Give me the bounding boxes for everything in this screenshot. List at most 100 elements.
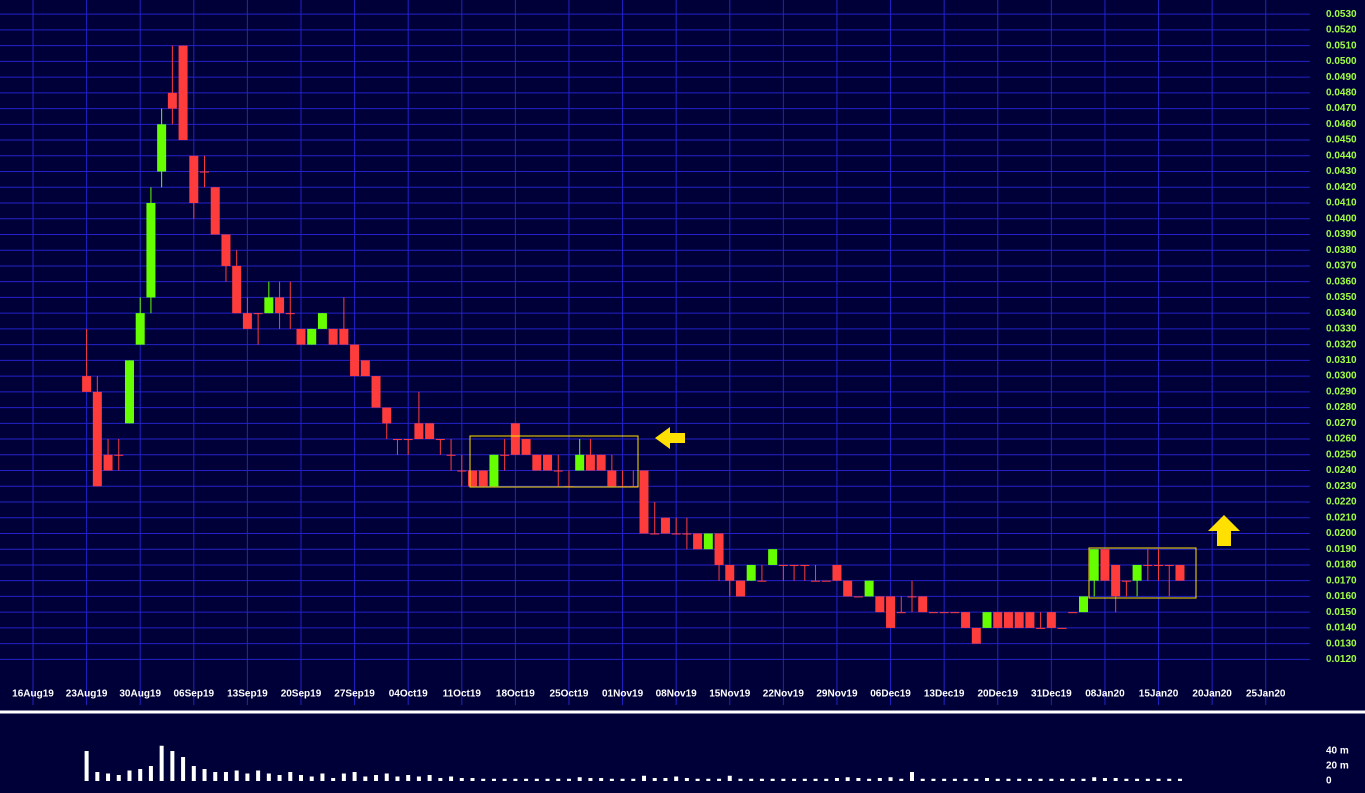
volume-bar	[213, 772, 218, 781]
candle-body	[928, 612, 938, 614]
y-tick-label: 0.0390	[1326, 229, 1357, 240]
volume-bar	[138, 769, 143, 781]
x-tick-label: 15Jan20	[1139, 689, 1179, 700]
candle-body	[1164, 564, 1174, 566]
x-tick-label: 31Dec19	[1031, 689, 1072, 700]
x-tick-label: 06Dec19	[870, 689, 911, 700]
candle-body	[403, 439, 413, 441]
volume-bar	[974, 778, 979, 781]
candle-body	[435, 439, 445, 441]
candle-body	[714, 533, 724, 565]
x-tick-label: 13Dec19	[924, 689, 965, 700]
y-tick-label: 0.0520	[1326, 25, 1357, 36]
volume-tick-label: 20 m	[1326, 761, 1349, 772]
y-tick-label: 0.0250	[1326, 449, 1357, 460]
candle-body	[371, 376, 381, 408]
candle-body	[746, 564, 756, 581]
candle-body	[1121, 580, 1131, 582]
candle-body	[253, 313, 263, 315]
candle-body	[1025, 612, 1035, 628]
volume-bar	[234, 770, 239, 781]
volume-bar	[1006, 778, 1011, 781]
volume-bar	[824, 778, 829, 781]
volume-bar	[416, 776, 421, 781]
candle-body	[382, 407, 392, 424]
candle-body	[735, 580, 745, 597]
candle-body	[1175, 564, 1185, 581]
candle-body	[821, 580, 831, 582]
volume-bar	[985, 778, 990, 781]
volume-bar	[159, 745, 164, 781]
y-tick-label: 0.0410	[1326, 198, 1357, 209]
candle-body	[1100, 549, 1110, 581]
candle-body	[275, 297, 285, 314]
volume-bar	[684, 778, 689, 781]
y-tick-label: 0.0120	[1326, 654, 1357, 665]
y-tick-label: 0.0330	[1326, 324, 1357, 335]
y-tick-label: 0.0270	[1326, 418, 1357, 429]
x-tick-label: 13Sep19	[227, 689, 268, 700]
x-tick-label: 15Nov19	[709, 689, 751, 700]
candle-body	[789, 564, 799, 566]
volume-bar	[1177, 778, 1182, 781]
candle-body	[886, 596, 896, 628]
candle-body	[993, 612, 1003, 628]
y-tick-label: 0.0320	[1326, 339, 1357, 350]
volume-bar	[341, 773, 346, 781]
volume-bar	[995, 778, 1000, 781]
volume-bar	[845, 777, 850, 781]
volume-bar	[181, 757, 186, 781]
volume-bar	[1049, 778, 1054, 781]
candle-body	[510, 423, 520, 455]
y-tick-label: 0.0210	[1326, 512, 1357, 523]
grid	[0, 0, 1310, 705]
y-tick-label: 0.0150	[1326, 607, 1357, 618]
candle-body	[703, 533, 713, 550]
volume-bar	[363, 776, 368, 781]
y-tick-label: 0.0450	[1326, 135, 1357, 146]
candle-body	[660, 517, 670, 534]
volume-bar	[749, 778, 754, 781]
volume-bar	[202, 769, 207, 781]
volume-bar	[717, 778, 722, 781]
volume-bar	[577, 777, 582, 781]
volume-bar	[1135, 778, 1140, 781]
candle-body	[360, 360, 370, 377]
y-tick-label: 0.0180	[1326, 560, 1357, 571]
candle-body	[392, 439, 402, 441]
volume-bar	[352, 772, 357, 781]
volume-bar	[491, 778, 496, 781]
candle-body	[124, 360, 134, 424]
y-tick-label: 0.0190	[1326, 544, 1357, 555]
candle-body	[1046, 612, 1056, 628]
x-tick-label: 25Oct19	[550, 689, 589, 700]
volume-bar	[770, 778, 775, 781]
y-tick-label: 0.0360	[1326, 276, 1357, 287]
volume-bar	[502, 778, 507, 781]
volume-bar	[1156, 778, 1161, 781]
volume-bar	[277, 775, 282, 781]
candle-body	[146, 203, 156, 298]
x-tick-label: 04Oct19	[389, 689, 428, 700]
volume-bar	[1124, 778, 1129, 781]
x-tick-label: 06Sep19	[174, 689, 215, 700]
volume-bar	[759, 778, 764, 781]
candle-body	[1143, 564, 1153, 566]
x-tick-label: 08Jan20	[1085, 689, 1125, 700]
volume-bar	[738, 778, 743, 781]
volume-bar	[867, 778, 872, 781]
arrow-up	[1208, 515, 1240, 546]
volume-bar	[223, 772, 228, 781]
candle-body	[778, 564, 788, 566]
y-tick-label: 0.0480	[1326, 87, 1357, 98]
volume-bar	[384, 773, 389, 781]
candle-body	[114, 454, 124, 456]
y-tick-label: 0.0260	[1326, 434, 1357, 445]
y-tick-label: 0.0200	[1326, 528, 1357, 539]
volume-bar	[320, 773, 325, 781]
volume-bar	[298, 775, 303, 781]
volume-bar	[470, 778, 475, 781]
volume-bar	[245, 773, 250, 781]
candle-body	[725, 564, 735, 581]
